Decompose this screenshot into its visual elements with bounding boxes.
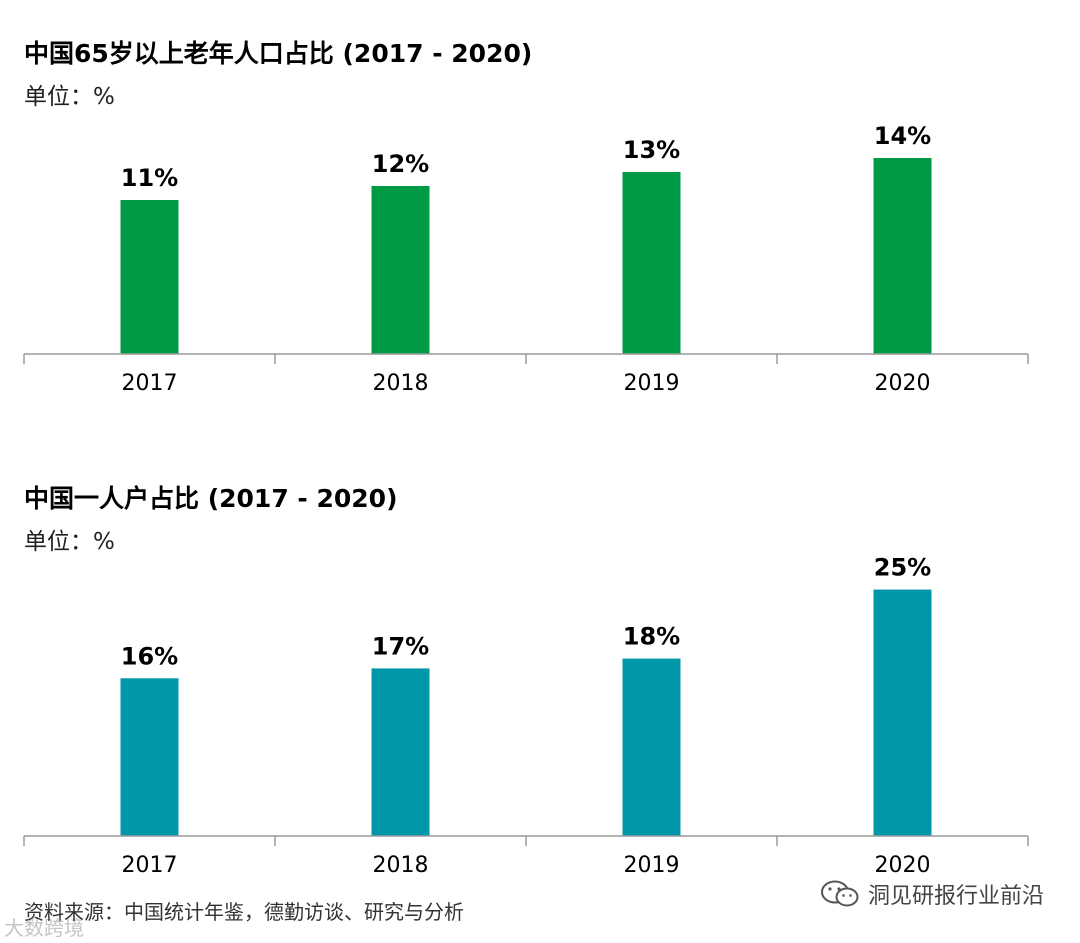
chart-unit-label: 单位：%: [24, 84, 115, 110]
chart-title: 中国一人户占比 (2017 - 2020): [24, 484, 398, 513]
chart-single-person-households: 中国一人户占比 (2017 - 2020) 单位：% 16% 2017 17% 201…: [0, 445, 1080, 878]
data-label-2017: 16%: [121, 642, 178, 670]
wechat-account-name: 洞见研报行业前沿: [867, 884, 1044, 909]
chart-title: 中国65岁以上老年人口占比 (2017 - 2020): [24, 39, 533, 68]
data-label-2019: 18%: [623, 623, 680, 651]
bar-2018: [371, 668, 430, 836]
chart-unit-label: 单位：%: [24, 529, 115, 555]
bar-2020: [873, 158, 932, 354]
bar-2019: [622, 172, 681, 354]
data-label-2020: 25%: [874, 554, 931, 582]
data-label-2019: 13%: [623, 136, 680, 164]
bar-2018: [371, 186, 430, 354]
bar-2020: [873, 589, 932, 836]
wechat-icon: [820, 879, 860, 909]
bar-2019: [622, 658, 681, 836]
x-tick-label-2019: 2019: [624, 371, 680, 396]
bar-chart-plot: 16% 2017 17% 2018 18% 2019 25% 2020: [23, 554, 1029, 878]
watermark: 大数跨境: [4, 916, 84, 940]
x-tick-label-2017: 2017: [122, 371, 178, 396]
data-label-2020: 14%: [874, 122, 931, 150]
x-tick-label-2017: 2017: [122, 853, 178, 878]
chart-elderly-population: 中国65岁以上老年人口占比 (2017 - 2020) 单位：% 11% 2017…: [0, 0, 1080, 420]
bar-chart-plot: 11% 2017 12% 2018 13% 2019 14% 2020: [23, 122, 1029, 396]
data-label-2018: 17%: [372, 632, 429, 660]
data-label-2018: 12%: [372, 150, 429, 178]
wechat-badge: 洞见研报行业前沿: [820, 878, 1044, 910]
source-note: 资料来源：中国统计年鉴，德勤访谈、研究与分析: [24, 900, 464, 924]
x-tick-label-2020: 2020: [875, 853, 931, 878]
data-label-2017: 11%: [121, 164, 178, 192]
x-tick-label-2020: 2020: [875, 371, 931, 396]
bar-2017: [120, 200, 179, 354]
bar-2017: [120, 678, 179, 836]
x-tick-label-2019: 2019: [624, 853, 680, 878]
x-tick-label-2018: 2018: [373, 853, 429, 878]
x-tick-label-2018: 2018: [373, 371, 429, 396]
